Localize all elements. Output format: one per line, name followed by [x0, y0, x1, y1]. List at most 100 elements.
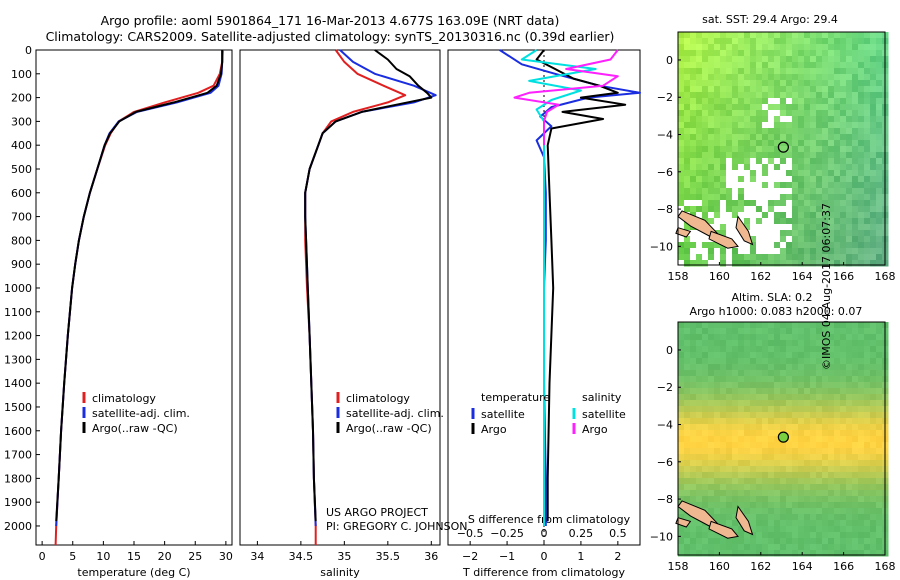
sla-cell [846, 406, 853, 413]
sla-cell [864, 550, 871, 557]
sst-cell [876, 80, 883, 87]
sla-cell [684, 358, 691, 365]
sla-map-title: Altim. SLA: 0.2 [731, 291, 812, 304]
sla-cell [774, 448, 781, 455]
sst-cell [738, 194, 745, 201]
sst-cell [876, 110, 883, 117]
sla-cell [756, 538, 763, 545]
sla-cell [702, 364, 709, 371]
sst-cell [708, 92, 715, 99]
sla-cell [810, 502, 817, 509]
sla-cell [846, 466, 853, 473]
sst-cell [822, 74, 829, 81]
sla-cell [822, 382, 829, 389]
sst-cell [720, 254, 727, 261]
sla-cell [726, 382, 733, 389]
sst-cell [870, 182, 877, 189]
sst-cell [816, 164, 823, 171]
sst-cell [756, 200, 763, 207]
sla-cell [846, 538, 853, 545]
sla-cell [834, 406, 841, 413]
sla-cell [858, 424, 865, 431]
island-shape [675, 227, 692, 238]
sst-cell [696, 158, 703, 165]
sst-cell [744, 110, 751, 117]
sla-cell [804, 430, 811, 437]
sla-cell [858, 472, 865, 479]
sst-cell [678, 170, 685, 177]
sst-cell [870, 74, 877, 81]
sst-cell [696, 74, 703, 81]
sst-cell [780, 224, 787, 231]
sst-cell [702, 140, 709, 147]
sst-cell [714, 50, 721, 57]
sla-cell [726, 490, 733, 497]
sst-cell [678, 62, 685, 69]
sst-cell [696, 206, 703, 213]
sla-cell [756, 346, 763, 353]
sst-cell [810, 164, 817, 171]
sla-cell [792, 520, 799, 527]
sla-cell [744, 460, 751, 467]
sla-cell [828, 520, 835, 527]
sst-cell [696, 92, 703, 99]
sst-cell [696, 98, 703, 105]
sla-cell [834, 442, 841, 449]
sla-cell [786, 460, 793, 467]
sst-cell [816, 170, 823, 177]
sst-cell [846, 164, 853, 171]
sla-cell [750, 424, 757, 431]
sst-cell [852, 200, 859, 207]
sst-cell [720, 152, 727, 159]
sla-cell [726, 436, 733, 443]
sla-cell [780, 328, 787, 335]
sst-cell [684, 68, 691, 75]
sla-cell [678, 544, 685, 551]
sla-cell [798, 526, 805, 533]
sst-cell [780, 206, 787, 213]
sla-cell [876, 448, 883, 455]
sst-cell [864, 86, 871, 93]
sla-cell [810, 430, 817, 437]
sst-cell [678, 98, 685, 105]
sla-cell [840, 412, 847, 419]
sst-cell [702, 182, 709, 189]
sla-cell [804, 376, 811, 383]
sla-cell [798, 346, 805, 353]
sst-cell [822, 80, 829, 87]
sla-cell [792, 358, 799, 365]
sst-cell [846, 44, 853, 51]
sla-cell [852, 478, 859, 485]
sst-cell [738, 86, 745, 93]
sst-cell [876, 50, 883, 57]
sst-cell [858, 122, 865, 129]
sla-cell [828, 466, 835, 473]
sst-cell [822, 260, 829, 267]
sla-cell [870, 508, 877, 515]
sla-cell [750, 358, 757, 365]
sst-cell [852, 128, 859, 135]
sla-cell [822, 466, 829, 473]
sst-cell [720, 200, 727, 207]
sla-cell [738, 436, 745, 443]
sla-cell [864, 454, 871, 461]
sla-cell [786, 436, 793, 443]
sst-cell [876, 98, 883, 105]
sst-cell [786, 50, 793, 57]
sst-cell [780, 230, 787, 237]
sla-cell [810, 406, 817, 413]
sst-cell [828, 74, 835, 81]
sst-cell [816, 182, 823, 189]
sst-cell [792, 62, 799, 69]
sla-cell [702, 322, 709, 329]
sla-cell [846, 346, 853, 353]
sst-cell [834, 170, 841, 177]
sla-cell [816, 478, 823, 485]
sst-cell [714, 80, 721, 87]
sst-cell [780, 188, 787, 195]
sst-cell [696, 170, 703, 177]
sla-cell [816, 370, 823, 377]
sla-cell [834, 520, 841, 527]
sst-cell [690, 230, 697, 237]
sla-cell [852, 460, 859, 467]
